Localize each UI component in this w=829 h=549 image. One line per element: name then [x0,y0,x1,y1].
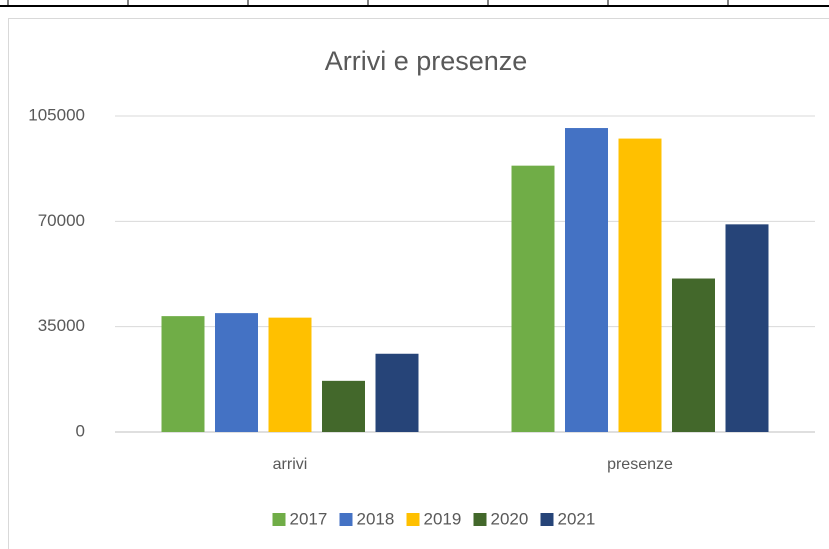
bar [511,165,555,432]
bar [565,128,608,433]
legend-label: 2019 [424,509,462,528]
legend-swatch [406,513,420,526]
y-tick-label: 105000 [28,105,85,124]
legend-label: 2020 [491,509,529,528]
legend-label: 2018 [357,509,395,528]
bar [672,278,715,432]
legend-label: 2021 [558,509,596,528]
y-tick-label: 35000 [38,316,85,335]
bar [322,380,365,432]
y-tick-label: 0 [76,421,85,440]
legend-swatch [540,513,554,526]
sheet-grid [0,0,829,7]
chart-title: Arrivi e presenze [325,46,528,76]
bar [618,138,662,433]
bar [268,317,312,432]
y-tick-label: 70000 [38,211,85,230]
bar [215,313,258,432]
x-tick-label: arrivi [273,456,308,473]
bar [725,224,769,432]
bar [375,353,419,432]
bar [161,316,205,432]
legend-swatch [339,513,353,526]
x-tick-label: presenze [607,456,673,473]
legend-swatch [272,513,286,526]
legend-label: 2017 [290,509,328,528]
legend-swatch [473,513,487,526]
